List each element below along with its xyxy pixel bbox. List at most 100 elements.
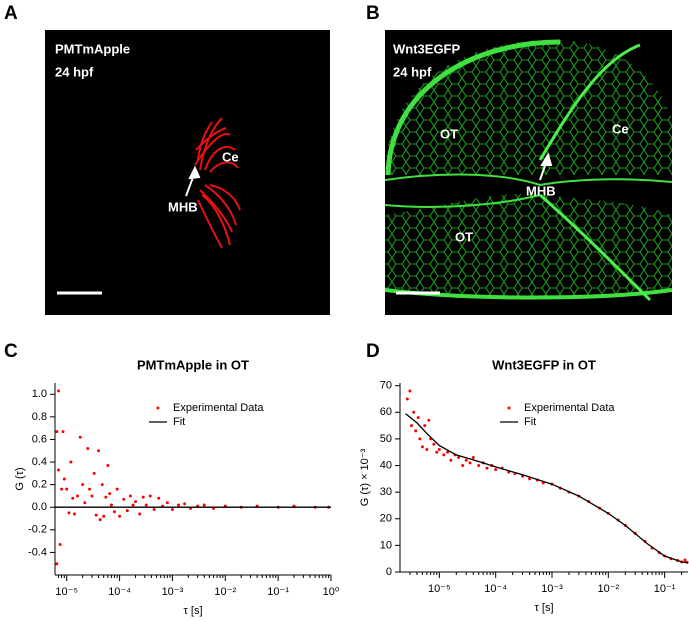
data-point — [165, 501, 169, 505]
data-point — [115, 487, 119, 491]
data-point — [409, 424, 413, 428]
data-point — [152, 507, 156, 511]
data-point — [148, 494, 152, 498]
data-point — [88, 487, 92, 491]
data-point — [62, 477, 66, 481]
data-point — [72, 512, 76, 516]
data-point — [485, 466, 489, 470]
y-tick-label: 70 — [380, 380, 392, 392]
annotation: OT — [440, 126, 458, 141]
x-tick-label: 10⁻³ — [162, 586, 184, 598]
data-point — [446, 450, 450, 454]
data-point — [170, 507, 174, 511]
data-point — [471, 456, 475, 460]
annotation: Ce — [222, 149, 239, 164]
chart-title: PMTmApple in OT — [137, 357, 249, 372]
data-point — [118, 514, 122, 518]
legend-marker — [156, 406, 160, 410]
data-point — [416, 416, 420, 420]
panel-letter: A — [4, 3, 18, 24]
data-point — [92, 471, 96, 475]
micrograph — [45, 30, 330, 315]
image-label: PMTmApple — [55, 41, 130, 56]
data-point — [432, 442, 436, 446]
x-tick-label: 10⁻⁴ — [108, 586, 131, 598]
data-point — [61, 430, 65, 434]
data-point — [78, 435, 82, 439]
y-tick-label: 0.0 — [32, 501, 47, 513]
data-point — [58, 543, 62, 547]
data-point — [157, 496, 161, 500]
y-tick-label: -0.2 — [28, 524, 47, 536]
data-point — [106, 463, 110, 467]
y-tick-label: 40 — [380, 459, 392, 471]
data-point — [67, 511, 71, 515]
annotation: MHB — [526, 183, 556, 198]
fit-line — [405, 413, 689, 564]
data-point — [457, 456, 461, 460]
data-point — [94, 513, 98, 517]
y-tick-label: 0.6 — [32, 433, 47, 445]
data-point — [81, 483, 85, 487]
data-point — [104, 495, 108, 499]
data-point — [412, 410, 416, 414]
y-tick-label: 1.0 — [32, 388, 47, 400]
data-point — [461, 464, 465, 468]
data-point — [449, 458, 453, 462]
data-point — [128, 494, 132, 498]
image-label: Wnt3EGFP — [393, 41, 460, 56]
data-point — [405, 397, 409, 401]
data-point — [144, 503, 148, 507]
y-axis-label: G (τ) × 10⁻³ — [359, 448, 371, 506]
data-point — [57, 468, 61, 472]
data-point — [83, 501, 87, 505]
x-tick-label: 10⁻² — [214, 586, 236, 598]
chart-title: Wnt3EGFP in OT — [492, 357, 596, 372]
data-point — [55, 430, 59, 434]
data-point — [427, 418, 431, 422]
data-point — [60, 487, 64, 491]
legend-label: Fit — [524, 416, 536, 428]
x-axis-label: τ [s] — [534, 602, 553, 614]
data-point — [494, 468, 498, 472]
x-tick-label: 10⁻¹ — [267, 586, 289, 598]
annotation: Ce — [612, 121, 629, 136]
panel-letter: D — [366, 341, 380, 362]
data-point — [138, 512, 142, 516]
y-tick-label: 30 — [380, 486, 392, 498]
y-tick-label: 0.2 — [32, 479, 47, 491]
data-point — [76, 494, 80, 498]
data-point — [90, 494, 94, 498]
data-point — [100, 483, 104, 487]
data-point — [435, 450, 439, 454]
x-tick-label: 10⁻⁵ — [55, 586, 78, 598]
arrow — [185, 165, 201, 197]
data-point — [125, 509, 129, 513]
x-tick-label: 10⁻² — [597, 583, 619, 595]
data-point — [112, 510, 116, 514]
y-tick-label: 60 — [380, 406, 392, 418]
legend-marker — [507, 406, 511, 410]
data-point — [131, 503, 135, 507]
data-point — [55, 562, 59, 566]
green-signal — [385, 39, 672, 302]
data-point — [442, 453, 446, 457]
data-point — [437, 448, 441, 452]
data-point — [418, 437, 422, 441]
y-tick-label: -0.4 — [28, 546, 47, 558]
data-point — [102, 514, 106, 518]
legend-label: Fit — [173, 416, 185, 428]
data-point — [420, 445, 424, 449]
x-tick-label: 10⁻⁵ — [428, 583, 451, 595]
legend-label: Experimental Data — [524, 402, 615, 414]
data-point — [423, 424, 427, 428]
data-point — [176, 503, 180, 507]
data-point — [477, 464, 481, 468]
data-point — [528, 477, 532, 481]
red-signal — [194, 117, 241, 249]
data-point — [69, 460, 73, 464]
panel-letter: C — [4, 341, 18, 362]
data-point — [122, 497, 126, 501]
arrow — [539, 152, 553, 181]
